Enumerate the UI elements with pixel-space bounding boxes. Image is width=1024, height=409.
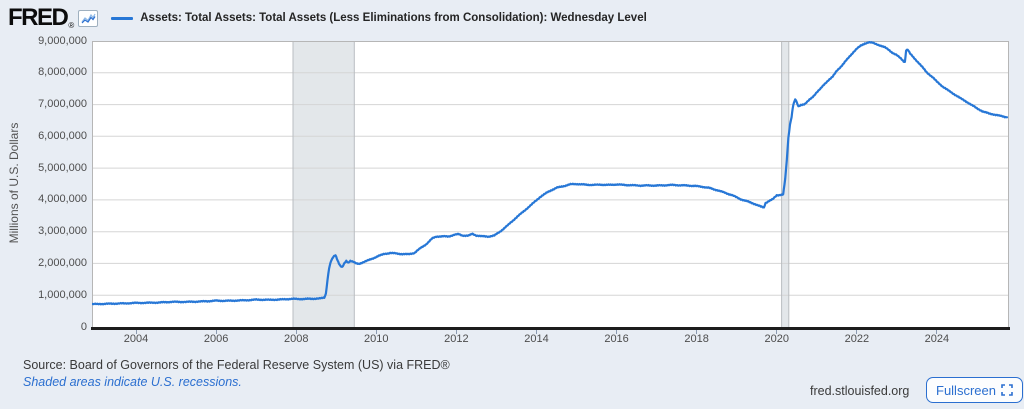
legend-line-marker [111, 16, 134, 20]
x-axis-tick-mark [616, 330, 618, 334]
x-axis-tick-label: 2016 [604, 333, 629, 345]
x-axis-tick-label: 2022 [844, 333, 870, 345]
y-axis-tick-label: 0 [80, 320, 87, 333]
x-axis-tick-mark [535, 330, 537, 334]
x-axis-tick-mark [295, 330, 297, 334]
x-axis-tick-label: 2010 [364, 333, 389, 345]
x-axis-tick-mark [215, 330, 217, 334]
x-axis-tick-mark [455, 330, 457, 334]
y-axis-tick-label: 1,000,000 [38, 288, 87, 301]
x-axis-tick-label: 2018 [684, 333, 709, 345]
x-axis-tick-label: 2008 [283, 333, 309, 345]
mini-chart-icon[interactable] [78, 9, 99, 27]
fullscreen-icon [1001, 384, 1013, 396]
x-axis-tick-mark [856, 330, 858, 334]
y-axis-tick-label: 2,000,000 [38, 256, 87, 269]
plot-area[interactable] [92, 41, 1009, 327]
series-title: Assets: Total Assets: Total Assets (Less… [140, 12, 647, 24]
x-axis-tick-label: 2006 [203, 333, 229, 345]
y-axis-tick-label: 7,000,000 [38, 98, 87, 111]
series-line [92, 41, 1009, 306]
y-axis-tick-label: 9,000,000 [38, 34, 87, 47]
y-axis-tick-label: 3,000,000 [38, 225, 87, 238]
fullscreen-button[interactable]: Fullscreen [926, 377, 1023, 403]
x-axis-tick-label: 2012 [444, 333, 469, 345]
x-axis-tick-mark [936, 330, 938, 334]
x-axis-line [91, 327, 1010, 330]
y-axis-tick-label: 8,000,000 [38, 66, 87, 79]
x-axis-tick-mark [135, 330, 137, 334]
chart-header: FRED ® Assets: Total Assets: Total Asset… [8, 4, 647, 32]
x-axis-tick-mark [375, 330, 377, 334]
x-axis-tick-mark [696, 330, 698, 334]
x-axis-tick-mark [776, 330, 778, 334]
fred-logo-registered-mark: ® [68, 21, 75, 30]
x-axis-tick-label: 2004 [123, 333, 149, 345]
x-axis-tick-label: 2014 [524, 333, 549, 345]
site-link[interactable]: fred.stlouisfed.org [810, 384, 910, 398]
y-axis-tick-label: 4,000,000 [38, 193, 87, 206]
x-axis-tick-label: 2024 [924, 333, 950, 345]
source-text: Source: Board of Governors of the Federa… [23, 358, 450, 372]
recession-note-link[interactable]: Shaded areas indicate U.S. recessions. [23, 375, 242, 389]
plot-border [92, 41, 1009, 327]
recession-band [293, 41, 355, 327]
fred-logo[interactable]: FRED [8, 4, 69, 31]
x-axis-tick-label: 2020 [764, 333, 789, 345]
fullscreen-button-label: Fullscreen [936, 382, 996, 398]
y-axis-tick-label: 5,000,000 [38, 161, 87, 174]
y-axis-tick-label: 6,000,000 [38, 129, 87, 142]
